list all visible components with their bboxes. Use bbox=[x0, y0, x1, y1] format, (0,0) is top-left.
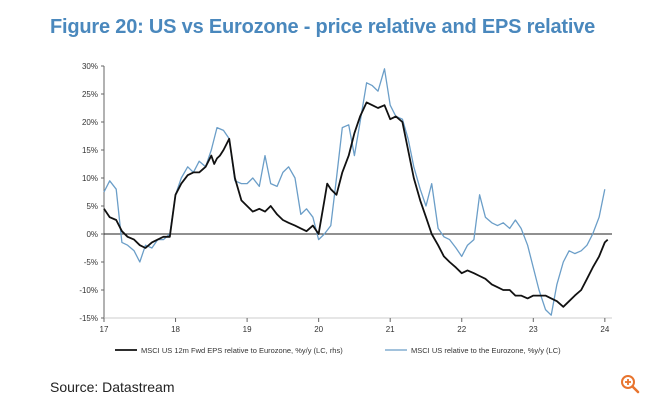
y-tick-label: 25% bbox=[82, 90, 98, 99]
y-tick-label: 5% bbox=[86, 202, 98, 211]
x-tick-label: 17 bbox=[100, 325, 109, 334]
legend-label-2: MSCI US relative to the Eurozone, %y/y (… bbox=[411, 346, 561, 355]
legend-label-1: MSCI US 12m Fwd EPS relative to Eurozone… bbox=[141, 346, 343, 355]
y-tick-label: 20% bbox=[82, 118, 98, 127]
zoom-in-icon[interactable] bbox=[620, 374, 640, 394]
y-tick-label: -10% bbox=[79, 286, 98, 295]
series-line-2 bbox=[103, 68, 606, 316]
x-tick-label: 23 bbox=[529, 325, 538, 334]
figure-title: Figure 20: US vs Eurozone - price relati… bbox=[50, 16, 596, 38]
y-tick-label: 30% bbox=[82, 62, 98, 71]
source-note: Source: Datastream bbox=[50, 379, 175, 395]
series-line-1 bbox=[103, 101, 609, 308]
y-tick-label: 15% bbox=[82, 146, 98, 155]
x-tick-label: 21 bbox=[386, 325, 395, 334]
y-tick-label: -15% bbox=[79, 314, 98, 323]
x-tick-label: 19 bbox=[243, 325, 252, 334]
x-tick-label: 22 bbox=[457, 325, 466, 334]
y-tick-label: 0% bbox=[86, 230, 98, 239]
y-tick-label: -5% bbox=[84, 258, 98, 267]
x-tick-label: 20 bbox=[314, 325, 323, 334]
x-tick-label: 24 bbox=[600, 325, 609, 334]
x-tick-label: 18 bbox=[171, 325, 180, 334]
y-tick-label: 10% bbox=[82, 174, 98, 183]
